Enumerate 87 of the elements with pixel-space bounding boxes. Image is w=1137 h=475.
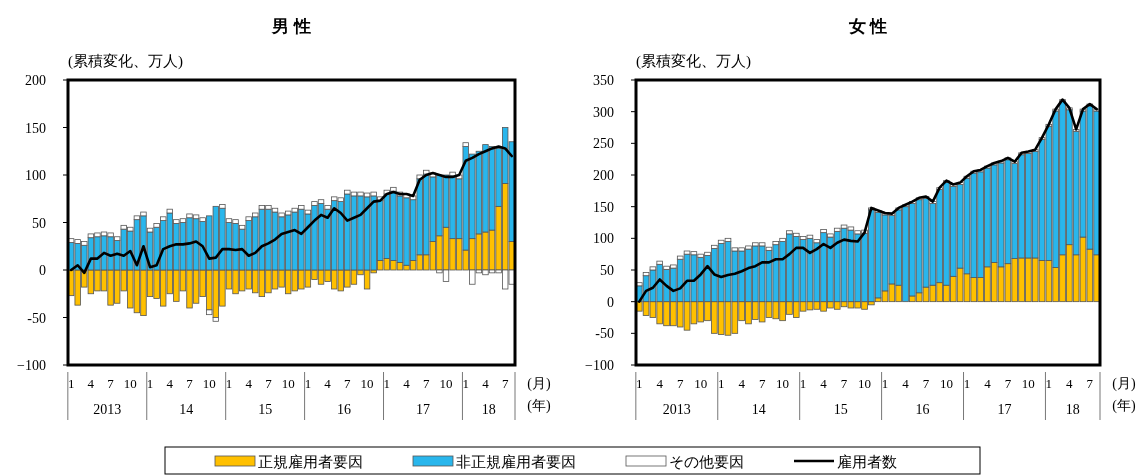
x-tick-label: 1: [717, 376, 725, 391]
x-tick-label: 10: [939, 376, 953, 391]
x-tick-label: 7: [1086, 376, 1094, 391]
x-tick-label: 1: [881, 376, 889, 391]
y-tick-label: 50: [600, 263, 614, 278]
x-tick-label: 7: [840, 376, 848, 391]
text: 18: [481, 402, 496, 417]
x-tick-label: 4: [324, 376, 332, 391]
text: 18: [1065, 402, 1080, 417]
y-tick-label: 50: [32, 215, 46, 231]
y-tick-label: 200: [25, 73, 46, 88]
y-tick-label: 150: [25, 120, 46, 136]
y-tick-label: −100: [17, 358, 46, 373]
y-tick-label: 250: [593, 136, 614, 152]
x-tick-label: 1: [1045, 376, 1053, 391]
x-tick-label: 4: [738, 376, 746, 391]
y-tick-label: −100: [585, 358, 614, 373]
x-tick-label: 4: [1066, 376, 1074, 391]
x-tick-label: 7: [423, 376, 431, 391]
x-tick-label: 1: [304, 376, 312, 391]
x-tick-label: 1: [383, 376, 391, 391]
x-tick-label: 4: [820, 376, 828, 391]
text: 14: [179, 402, 194, 417]
x-tick-label: 10: [776, 376, 790, 391]
text: 16: [915, 402, 930, 417]
text: 16: [337, 402, 352, 417]
text: (年): [1112, 398, 1136, 414]
x-tick-label: 4: [166, 376, 174, 391]
y-tick-label: 100: [593, 231, 614, 247]
legend-label: 雇用者数: [837, 454, 897, 470]
chart-title: 男 性: [271, 17, 311, 36]
text: 17: [415, 402, 430, 417]
y-tick-label: 0: [607, 294, 614, 310]
x-tick-label: 7: [1004, 376, 1012, 391]
text: 14: [751, 402, 766, 417]
x-tick-label: 1: [963, 376, 971, 391]
y-tick-label: -50: [27, 310, 46, 326]
y-tick-label: 350: [593, 73, 614, 88]
chart-title: 女 性: [847, 17, 888, 36]
y-tick-label: 150: [593, 199, 614, 215]
x-tick-label: 4: [403, 376, 411, 391]
y-axis-title: (累積変化、万人): [636, 53, 751, 70]
x-tick-label: 1: [462, 376, 469, 391]
text: 15: [258, 402, 273, 417]
x-tick-label: 7: [501, 376, 509, 391]
x-tick-label: 4: [902, 376, 910, 391]
x-tick-label: 7: [107, 376, 115, 391]
x-tick-label: 1: [799, 376, 807, 391]
x-tick-label: 10: [123, 376, 137, 391]
y-tick-label: 100: [25, 168, 46, 183]
text: 2013: [662, 402, 691, 417]
x-tick-label: 7: [344, 376, 352, 391]
legend-label: 非正規雇用者要因: [456, 454, 576, 470]
x-tick-label: 1: [146, 376, 154, 391]
x-tick-label: 1: [225, 376, 233, 391]
x-tick-label: 7: [186, 376, 194, 391]
x-tick-label: 4: [87, 376, 95, 391]
text: (年): [527, 398, 551, 414]
text: 15: [833, 402, 848, 417]
x-tick-label: 1: [636, 376, 643, 391]
y-axis-title: (累積変化、万人): [68, 53, 183, 70]
text: 17: [997, 402, 1012, 417]
x-tick-label: 4: [482, 376, 490, 391]
x-tick-label: 4: [656, 376, 664, 391]
x-tick-label: 10: [439, 376, 453, 391]
y-tick-label: 200: [593, 168, 614, 183]
x-tick-label: 4: [245, 376, 253, 391]
y-tick-label: 300: [593, 104, 614, 120]
x-tick-label: 7: [265, 376, 273, 391]
x-tick-label: 7: [676, 376, 684, 391]
x-tick-label: 7: [922, 376, 930, 391]
x-tick-label: 10: [858, 376, 872, 391]
y-tick-label: -50: [595, 326, 614, 342]
x-tick-label: 10: [694, 376, 708, 391]
x-tick-label: 7: [758, 376, 766, 391]
legend-label: その他要因: [669, 454, 744, 470]
x-tick-label: 4: [984, 376, 992, 391]
text: 2013: [93, 402, 122, 417]
y-tick-label: 0: [39, 263, 46, 278]
x-axis-title: (月): [527, 376, 551, 392]
legend-label: 正規雇用者要因: [258, 454, 363, 470]
x-tick-label: 1: [67, 376, 75, 391]
x-tick-label: 10: [1021, 376, 1035, 391]
x-tick-label: 10: [360, 376, 374, 391]
x-axis-title: (月): [1112, 376, 1136, 392]
x-tick-label: 10: [202, 376, 216, 391]
x-tick-label: 10: [281, 376, 295, 391]
